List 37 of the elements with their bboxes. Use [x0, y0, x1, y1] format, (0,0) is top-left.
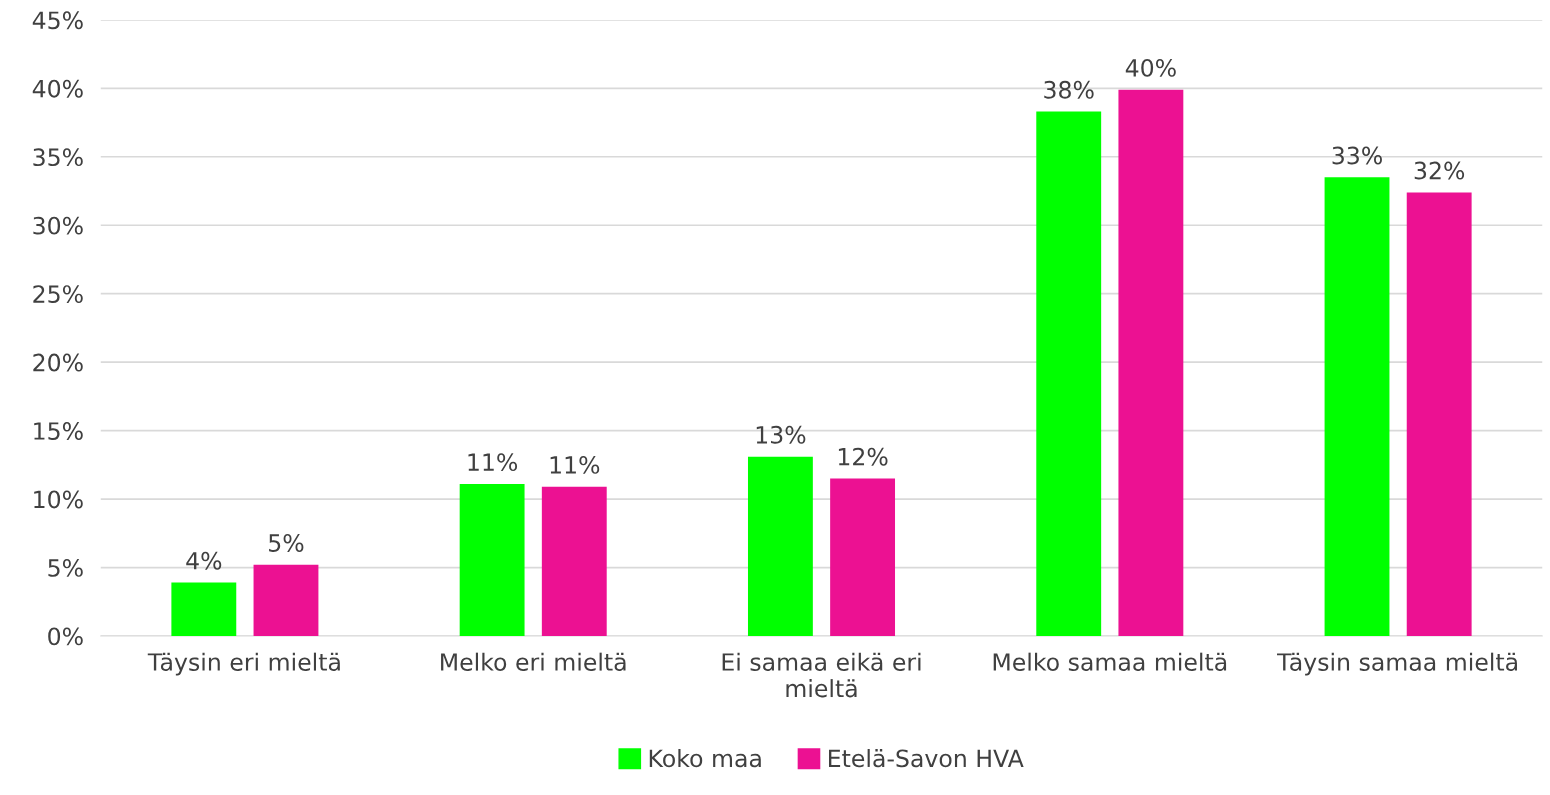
bar — [1324, 177, 1390, 636]
x-tick-label: Täysin samaa mieltä — [1277, 652, 1517, 676]
bar — [1406, 192, 1472, 636]
x-tick-label: Melko samaa mieltä — [993, 652, 1227, 671]
data-label: 12% — [838, 447, 888, 466]
data-label: 11% — [468, 453, 518, 472]
bar — [1118, 89, 1184, 636]
y-tick-label: 20% — [33, 353, 83, 372]
y-tick-label: 35% — [33, 148, 83, 167]
y-tick-label: 10% — [34, 490, 83, 509]
data-label: 33% — [1332, 146, 1382, 165]
data-label: 38% — [1044, 80, 1094, 99]
y-tick-label: 45% — [32, 11, 83, 30]
bar — [830, 478, 896, 636]
bar — [253, 564, 319, 636]
y-tick-label: 15% — [34, 422, 83, 440]
data-label: 40% — [1125, 58, 1176, 77]
bar — [541, 486, 607, 636]
data-label: 32% — [1414, 161, 1465, 180]
x-tick-label: Täysin eri mieltä — [147, 652, 340, 676]
y-tick-label: 0% — [48, 627, 83, 646]
bar — [1036, 111, 1102, 636]
data-label: 11% — [550, 455, 600, 474]
data-label: 4% — [186, 551, 222, 570]
bar — [459, 484, 525, 636]
legend-label: Koko maa — [649, 749, 761, 768]
y-tick-label: 40% — [32, 79, 83, 98]
y-tick-label: 30% — [33, 216, 83, 235]
x-tick-label: Melko eri mieltä — [441, 652, 626, 671]
bar — [747, 456, 813, 636]
y-tick-label: 5% — [48, 558, 83, 577]
legend-label: Etelä-Savon HVA — [829, 749, 1024, 768]
y-tick-label: 25% — [33, 285, 83, 304]
data-label: 5% — [269, 534, 304, 552]
x-tick-label: Ei samaa eikä eri mieltä — [722, 652, 921, 698]
data-label: 13% — [756, 425, 806, 444]
bar — [171, 582, 237, 636]
